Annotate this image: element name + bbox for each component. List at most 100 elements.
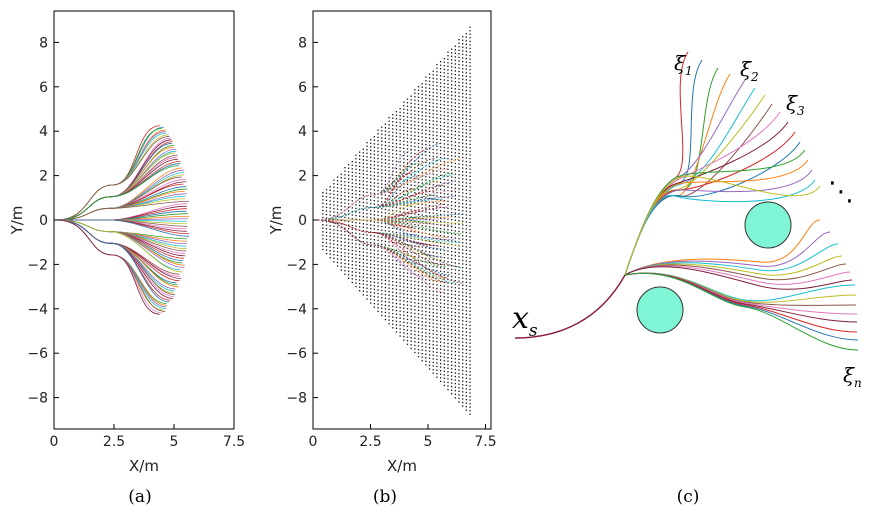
lattice-point <box>469 204 470 205</box>
lattice-point <box>337 240 338 241</box>
lattice-point <box>451 159 452 160</box>
lattice-point <box>455 53 456 54</box>
x-tick-label: 5 <box>424 434 433 450</box>
lattice-point <box>396 267 397 268</box>
lattice-point <box>326 214 327 215</box>
lattice-point <box>466 331 467 332</box>
lattice-point <box>403 112 404 113</box>
lattice-point <box>455 145 456 146</box>
lattice-point <box>436 163 437 164</box>
lattice-point <box>352 200 353 201</box>
lattice-point <box>455 49 456 50</box>
lattice-point <box>399 179 400 180</box>
lattice-point <box>447 69 448 70</box>
lattice-point <box>451 120 452 121</box>
lattice-point <box>444 97 445 98</box>
lattice-point <box>429 212 430 213</box>
lattice-point <box>388 295 389 296</box>
lattice-point <box>451 144 452 145</box>
lattice-point <box>447 364 448 365</box>
lattice-point <box>462 263 463 264</box>
lattice-point <box>385 230 386 231</box>
lattice-point <box>366 252 367 253</box>
lattice-point <box>462 75 463 76</box>
lattice-point <box>436 263 437 264</box>
lattice-point <box>396 271 397 272</box>
lattice-point <box>451 258 452 259</box>
lattice-point <box>330 250 331 251</box>
lattice-point <box>425 304 426 305</box>
y-tick-label: 2 <box>39 169 48 185</box>
lattice-point <box>344 238 345 239</box>
lattice-point <box>348 178 349 179</box>
lattice-point <box>399 303 400 304</box>
lattice-point <box>444 314 445 315</box>
lattice-point <box>447 265 448 266</box>
lattice-point <box>418 225 419 226</box>
lattice-point <box>458 355 459 356</box>
lattice-point <box>407 187 408 188</box>
lattice-point <box>451 304 452 305</box>
panel-a-ylabel: Y/m <box>8 206 26 236</box>
lattice-point <box>469 37 470 38</box>
lattice-point <box>440 125 441 126</box>
lattice-point <box>414 327 415 328</box>
lattice-point <box>455 92 456 93</box>
lattice-point <box>466 108 467 109</box>
lattice-point <box>429 123 430 124</box>
lattice-point <box>407 155 408 156</box>
lattice-point <box>436 341 437 342</box>
lattice-point <box>414 174 415 175</box>
lattice-point <box>381 215 382 216</box>
lattice-point <box>462 207 463 208</box>
lattice-point <box>433 74 434 75</box>
lattice-point <box>462 317 463 318</box>
lattice-point <box>455 85 456 86</box>
lattice-point <box>462 72 463 73</box>
lattice-point <box>326 242 327 243</box>
lattice-point <box>374 189 375 190</box>
lattice-point <box>429 347 430 348</box>
lattice-point <box>429 336 430 337</box>
lattice-point <box>370 256 371 257</box>
lattice-point <box>433 202 434 203</box>
lattice-point <box>385 298 386 299</box>
lattice-point <box>469 48 470 49</box>
lattice-point <box>418 356 419 357</box>
lattice-point <box>399 282 400 283</box>
lattice-point <box>444 303 445 304</box>
lattice-point <box>455 301 456 302</box>
lattice-point <box>425 144 426 145</box>
x-tick-label: 5 <box>170 434 179 450</box>
lattice-point <box>333 243 334 244</box>
lattice-point <box>414 149 415 150</box>
lattice-point <box>455 252 456 253</box>
lattice-point <box>348 260 349 261</box>
lattice-point <box>385 244 386 245</box>
lattice-point <box>462 104 463 105</box>
lattice-point <box>352 172 353 173</box>
lattice-point <box>348 189 349 190</box>
lattice-point <box>436 128 437 129</box>
lattice-point <box>455 170 456 171</box>
lattice-point <box>414 288 415 289</box>
lattice-point <box>355 183 356 184</box>
lattice-point <box>458 380 459 381</box>
lattice-point <box>447 375 448 376</box>
lattice-point <box>418 306 419 307</box>
lattice-point <box>359 176 360 177</box>
lattice-point <box>447 240 448 241</box>
lattice-point <box>444 335 445 336</box>
lattice-point <box>414 260 415 261</box>
lattice-point <box>440 61 441 62</box>
lattice-point <box>425 87 426 88</box>
lattice-point <box>447 208 448 209</box>
lattice-point <box>458 305 459 306</box>
lattice-point <box>451 272 452 273</box>
lattice-point <box>469 360 470 361</box>
lattice-point <box>455 372 456 373</box>
lattice-point <box>451 98 452 99</box>
lattice-point <box>436 107 437 108</box>
lattice-point <box>436 89 437 90</box>
lattice-point <box>385 177 386 178</box>
